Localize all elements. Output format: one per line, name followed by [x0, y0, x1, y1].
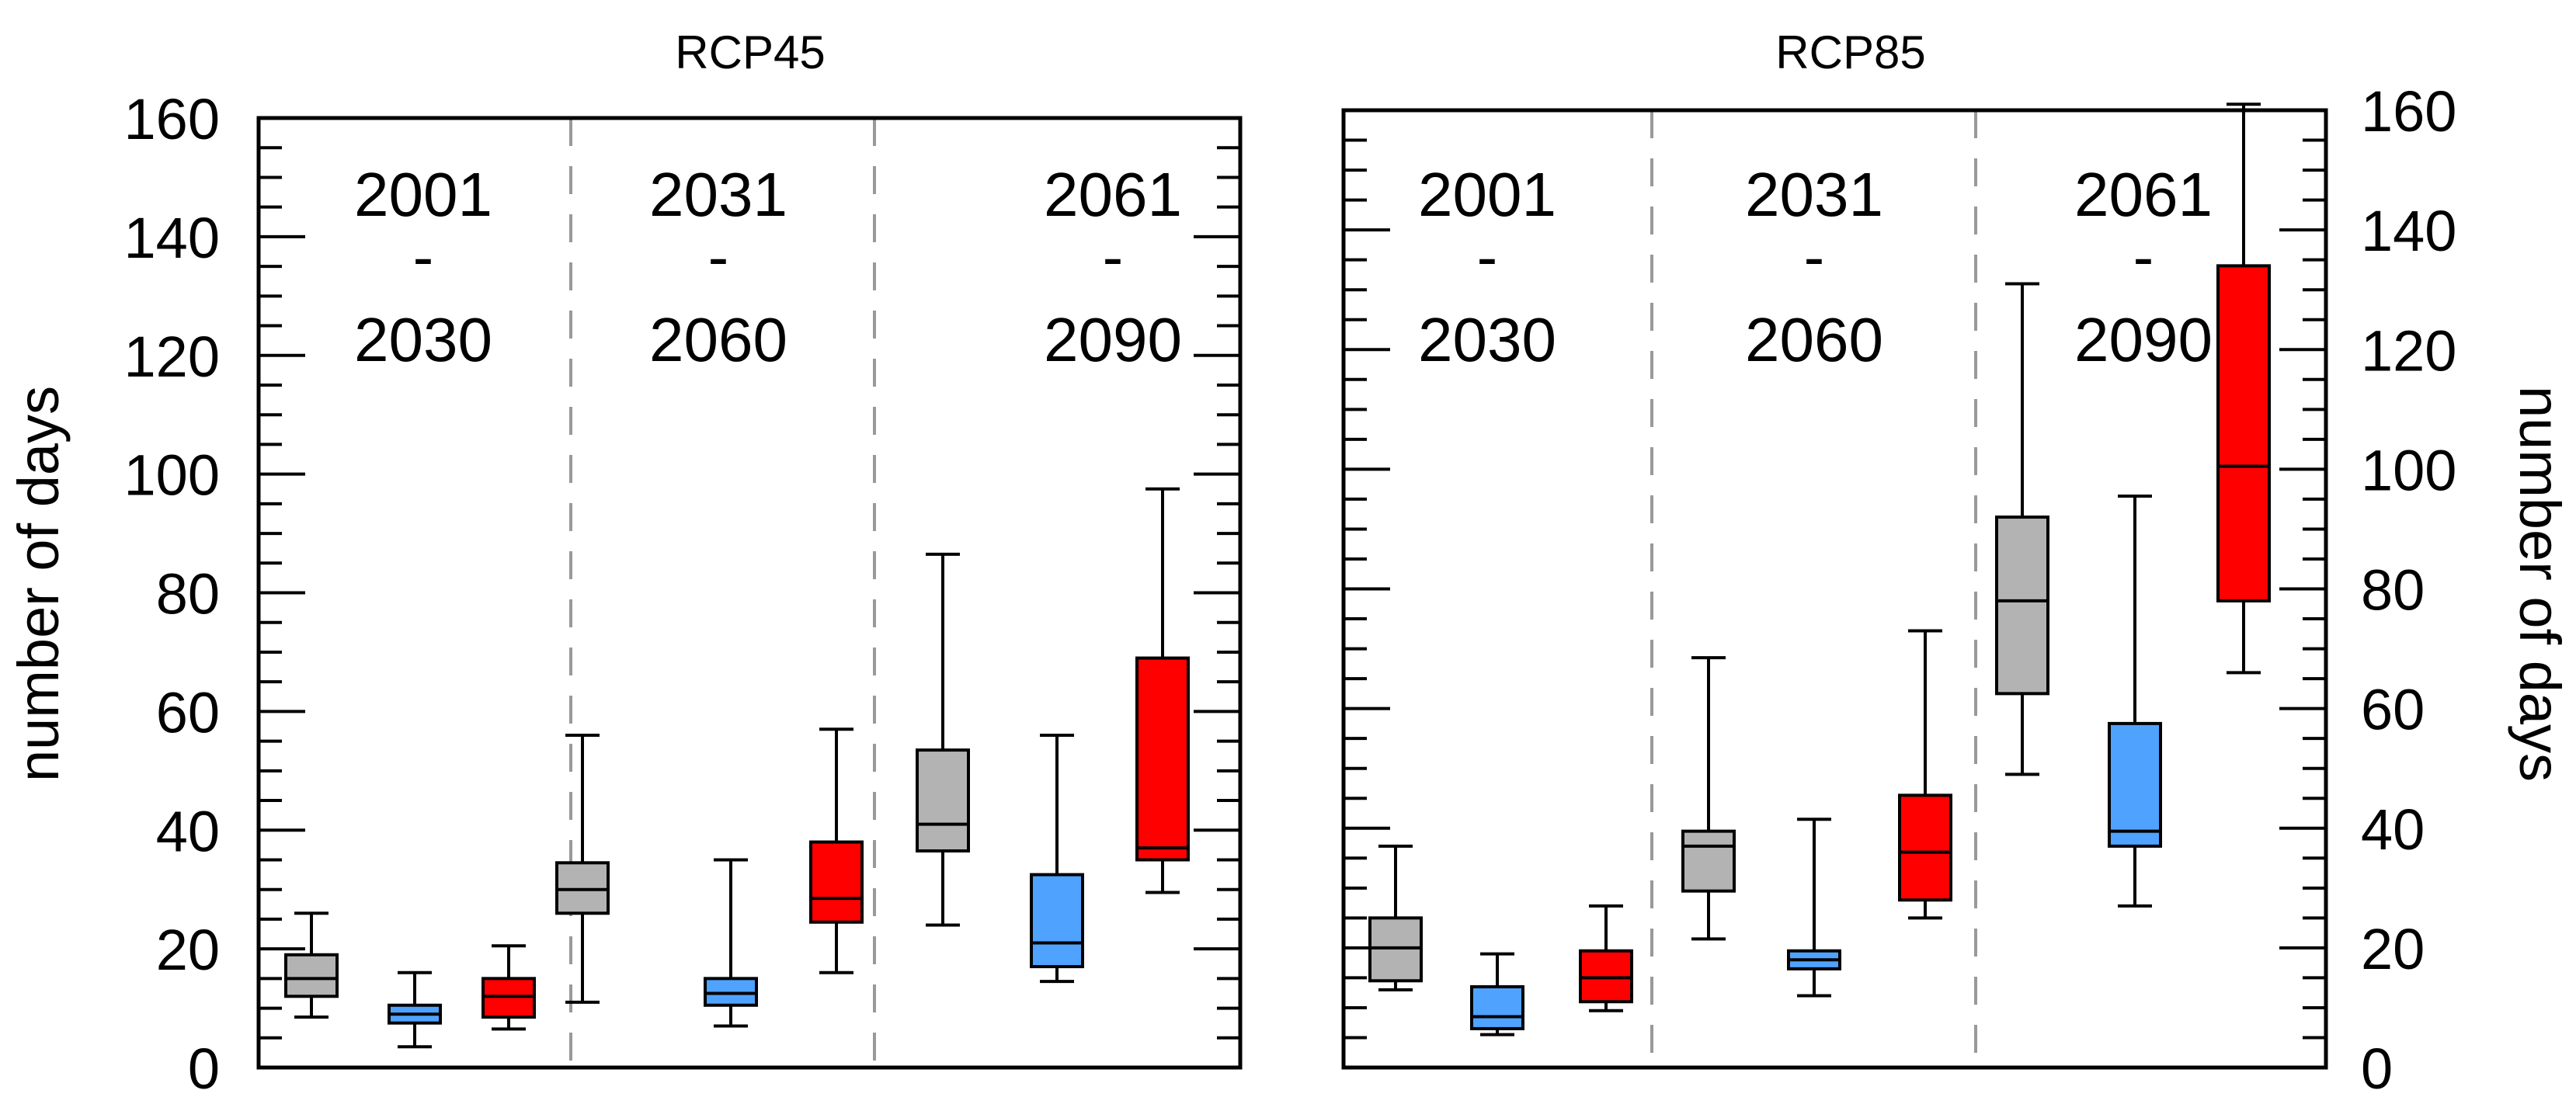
box-gray: [1995, 282, 2049, 776]
period-label-mid: -: [413, 222, 434, 291]
y-tick-label: 140: [2361, 199, 2456, 263]
period-label-top: 2061: [1044, 160, 1182, 229]
panel-rcp85-boxes: [1368, 102, 2271, 1036]
box-red: [1135, 487, 1190, 894]
box-blue: [704, 858, 758, 1028]
box-red: [1898, 629, 1952, 920]
box-body: [284, 953, 339, 998]
period-label-bottom: 2090: [2074, 305, 2213, 374]
panel-title-rcp45: RCP45: [675, 26, 825, 78]
y-tick-label: 80: [156, 562, 220, 627]
y-tick-label: 120: [124, 325, 220, 389]
panel-rcp45-tick-labels: 0 20 40 60 80 100 120 140 160: [124, 87, 220, 1101]
period-label-mid: -: [2133, 222, 2154, 291]
y-tick-label: 40: [156, 799, 220, 863]
box-blue: [1787, 818, 1841, 998]
y-tick-label: 0: [188, 1036, 220, 1101]
period-label-top: 2031: [1745, 160, 1883, 229]
panel-rcp45-frame: [256, 116, 1243, 1070]
period-label-bottom: 2030: [1418, 305, 1556, 374]
panel-rcp85: RCP85 number of days 0 20 40 60 80 100 120 140 1…: [1341, 26, 2572, 1101]
box-blue: [2108, 495, 2162, 908]
period-label-mid: -: [708, 222, 729, 291]
box-body: [809, 840, 864, 924]
box-blue: [1470, 952, 1524, 1036]
box-red: [809, 727, 864, 974]
box-body: [916, 748, 970, 853]
box-gray: [555, 733, 610, 1004]
y-tick-label: 100: [2361, 438, 2456, 502]
panel-title-rcp85: RCP85: [1775, 26, 1925, 78]
box-blue: [388, 970, 442, 1049]
box-blue: [1030, 733, 1084, 984]
period-label-top: 2061: [2074, 160, 2213, 229]
box-body: [1995, 516, 2049, 696]
box-body: [1898, 793, 1952, 902]
y-tick-label: 100: [124, 443, 220, 508]
box-body: [2108, 721, 2162, 848]
y-tick-label: 160: [2361, 79, 2456, 144]
box-body: [1030, 873, 1084, 969]
period-label-bottom: 2060: [1745, 305, 1883, 374]
period-label-mid: -: [1103, 222, 1124, 291]
y-axis-label-right: number of days: [2508, 386, 2572, 782]
period-label-mid: -: [1804, 222, 1825, 291]
y-tick-label: 40: [2361, 797, 2425, 862]
box-gray: [1368, 844, 1423, 991]
panel-rcp45-ticks: [259, 116, 1240, 1069]
box-body: [1470, 984, 1524, 1030]
y-tick-label: 120: [2361, 318, 2456, 383]
period-label-bottom: 2030: [354, 305, 492, 374]
period-label-top: 2001: [354, 160, 492, 229]
box-red: [1579, 904, 1633, 1012]
period-label-bottom: 2090: [1044, 305, 1182, 374]
y-tick-label: 80: [2361, 558, 2425, 623]
y-tick-label: 60: [2361, 678, 2425, 742]
panel-rcp85-frame: [1341, 108, 2328, 1070]
box-body: [1135, 656, 1190, 862]
period-label-top: 2031: [649, 160, 787, 229]
y-tick-label: 140: [124, 206, 220, 270]
period-label-bottom: 2060: [649, 305, 787, 374]
panel-rcp85-separators: [1650, 110, 1977, 1068]
period-label-mid: -: [1477, 222, 1498, 291]
panel-rcp85-tick-labels: 0 20 40 60 80 100 120 140 160: [2361, 79, 2456, 1101]
y-tick-label: 60: [156, 680, 220, 745]
box-gray: [916, 552, 970, 927]
box-body: [2216, 264, 2271, 602]
period-label-top: 2001: [1418, 160, 1556, 229]
box-gray: [284, 911, 339, 1019]
y-tick-label: 160: [124, 87, 220, 151]
panel-rcp45: RCP45 number of days 0 20 40 60 80 100 120 140 1…: [6, 26, 1243, 1101]
box-body: [1681, 829, 1736, 893]
y-axis-label-left: number of days: [6, 386, 71, 782]
box-gray: [1681, 656, 1736, 941]
box-red: [2216, 102, 2271, 675]
y-tick-label: 0: [2361, 1036, 2393, 1101]
y-tick-label: 20: [2361, 917, 2425, 981]
y-tick-label: 20: [156, 918, 220, 982]
box-red: [481, 944, 536, 1031]
panel-rcp45-boxes: [284, 487, 1190, 1049]
